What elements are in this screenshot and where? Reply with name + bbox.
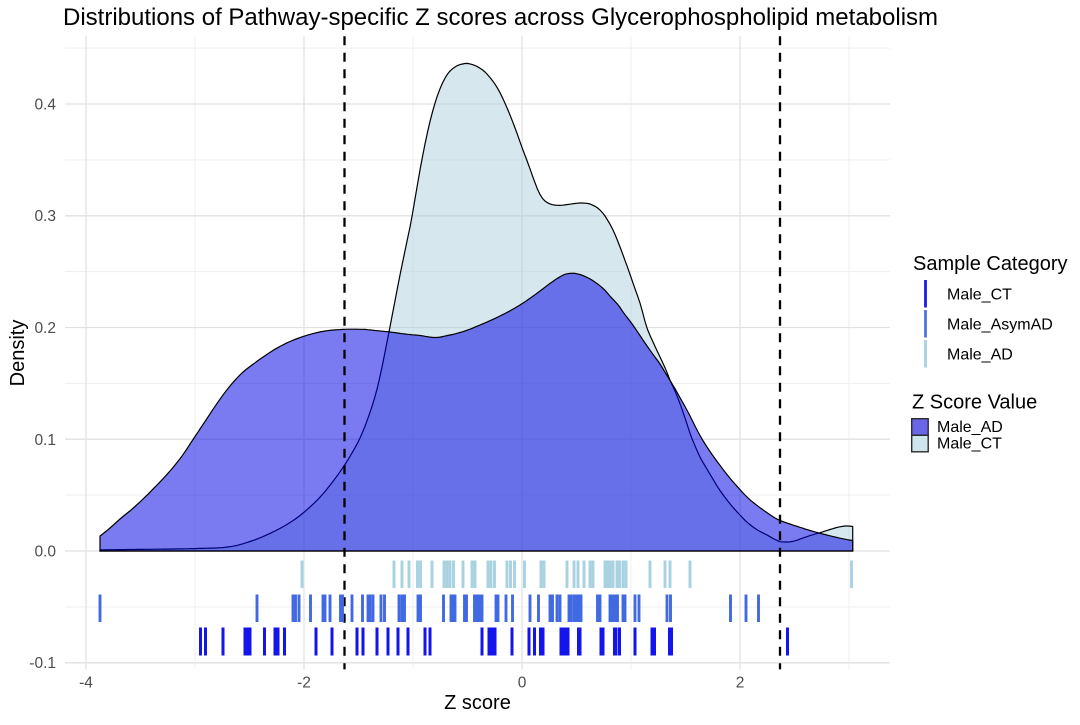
- svg-text:-4: -4: [79, 675, 93, 692]
- svg-text:Z Score Value: Z Score Value: [912, 392, 1037, 414]
- svg-text:Sample Category: Sample Category: [913, 253, 1068, 275]
- svg-text:Male_AD: Male_AD: [947, 347, 1013, 364]
- svg-text:-0.1: -0.1: [29, 655, 56, 672]
- svg-text:Male_CT: Male_CT: [937, 435, 1002, 452]
- svg-text:2: 2: [736, 675, 745, 692]
- svg-text:0.0: 0.0: [34, 544, 56, 561]
- svg-text:Z score: Z score: [444, 692, 511, 714]
- svg-text:Male_AD: Male_AD: [937, 419, 1003, 436]
- svg-text:0.2: 0.2: [34, 320, 56, 337]
- svg-text:0: 0: [518, 675, 527, 692]
- svg-text:0.1: 0.1: [34, 432, 56, 449]
- svg-text:Distributions of Pathway-speci: Distributions of Pathway-specific Z scor…: [63, 4, 938, 31]
- svg-text:Density: Density: [7, 320, 29, 387]
- svg-text:0.4: 0.4: [34, 97, 56, 114]
- svg-text:-2: -2: [297, 675, 311, 692]
- svg-text:0.3: 0.3: [34, 208, 56, 225]
- svg-text:Male_CT: Male_CT: [947, 287, 1012, 304]
- svg-text:Male_AsymAD: Male_AsymAD: [947, 317, 1053, 334]
